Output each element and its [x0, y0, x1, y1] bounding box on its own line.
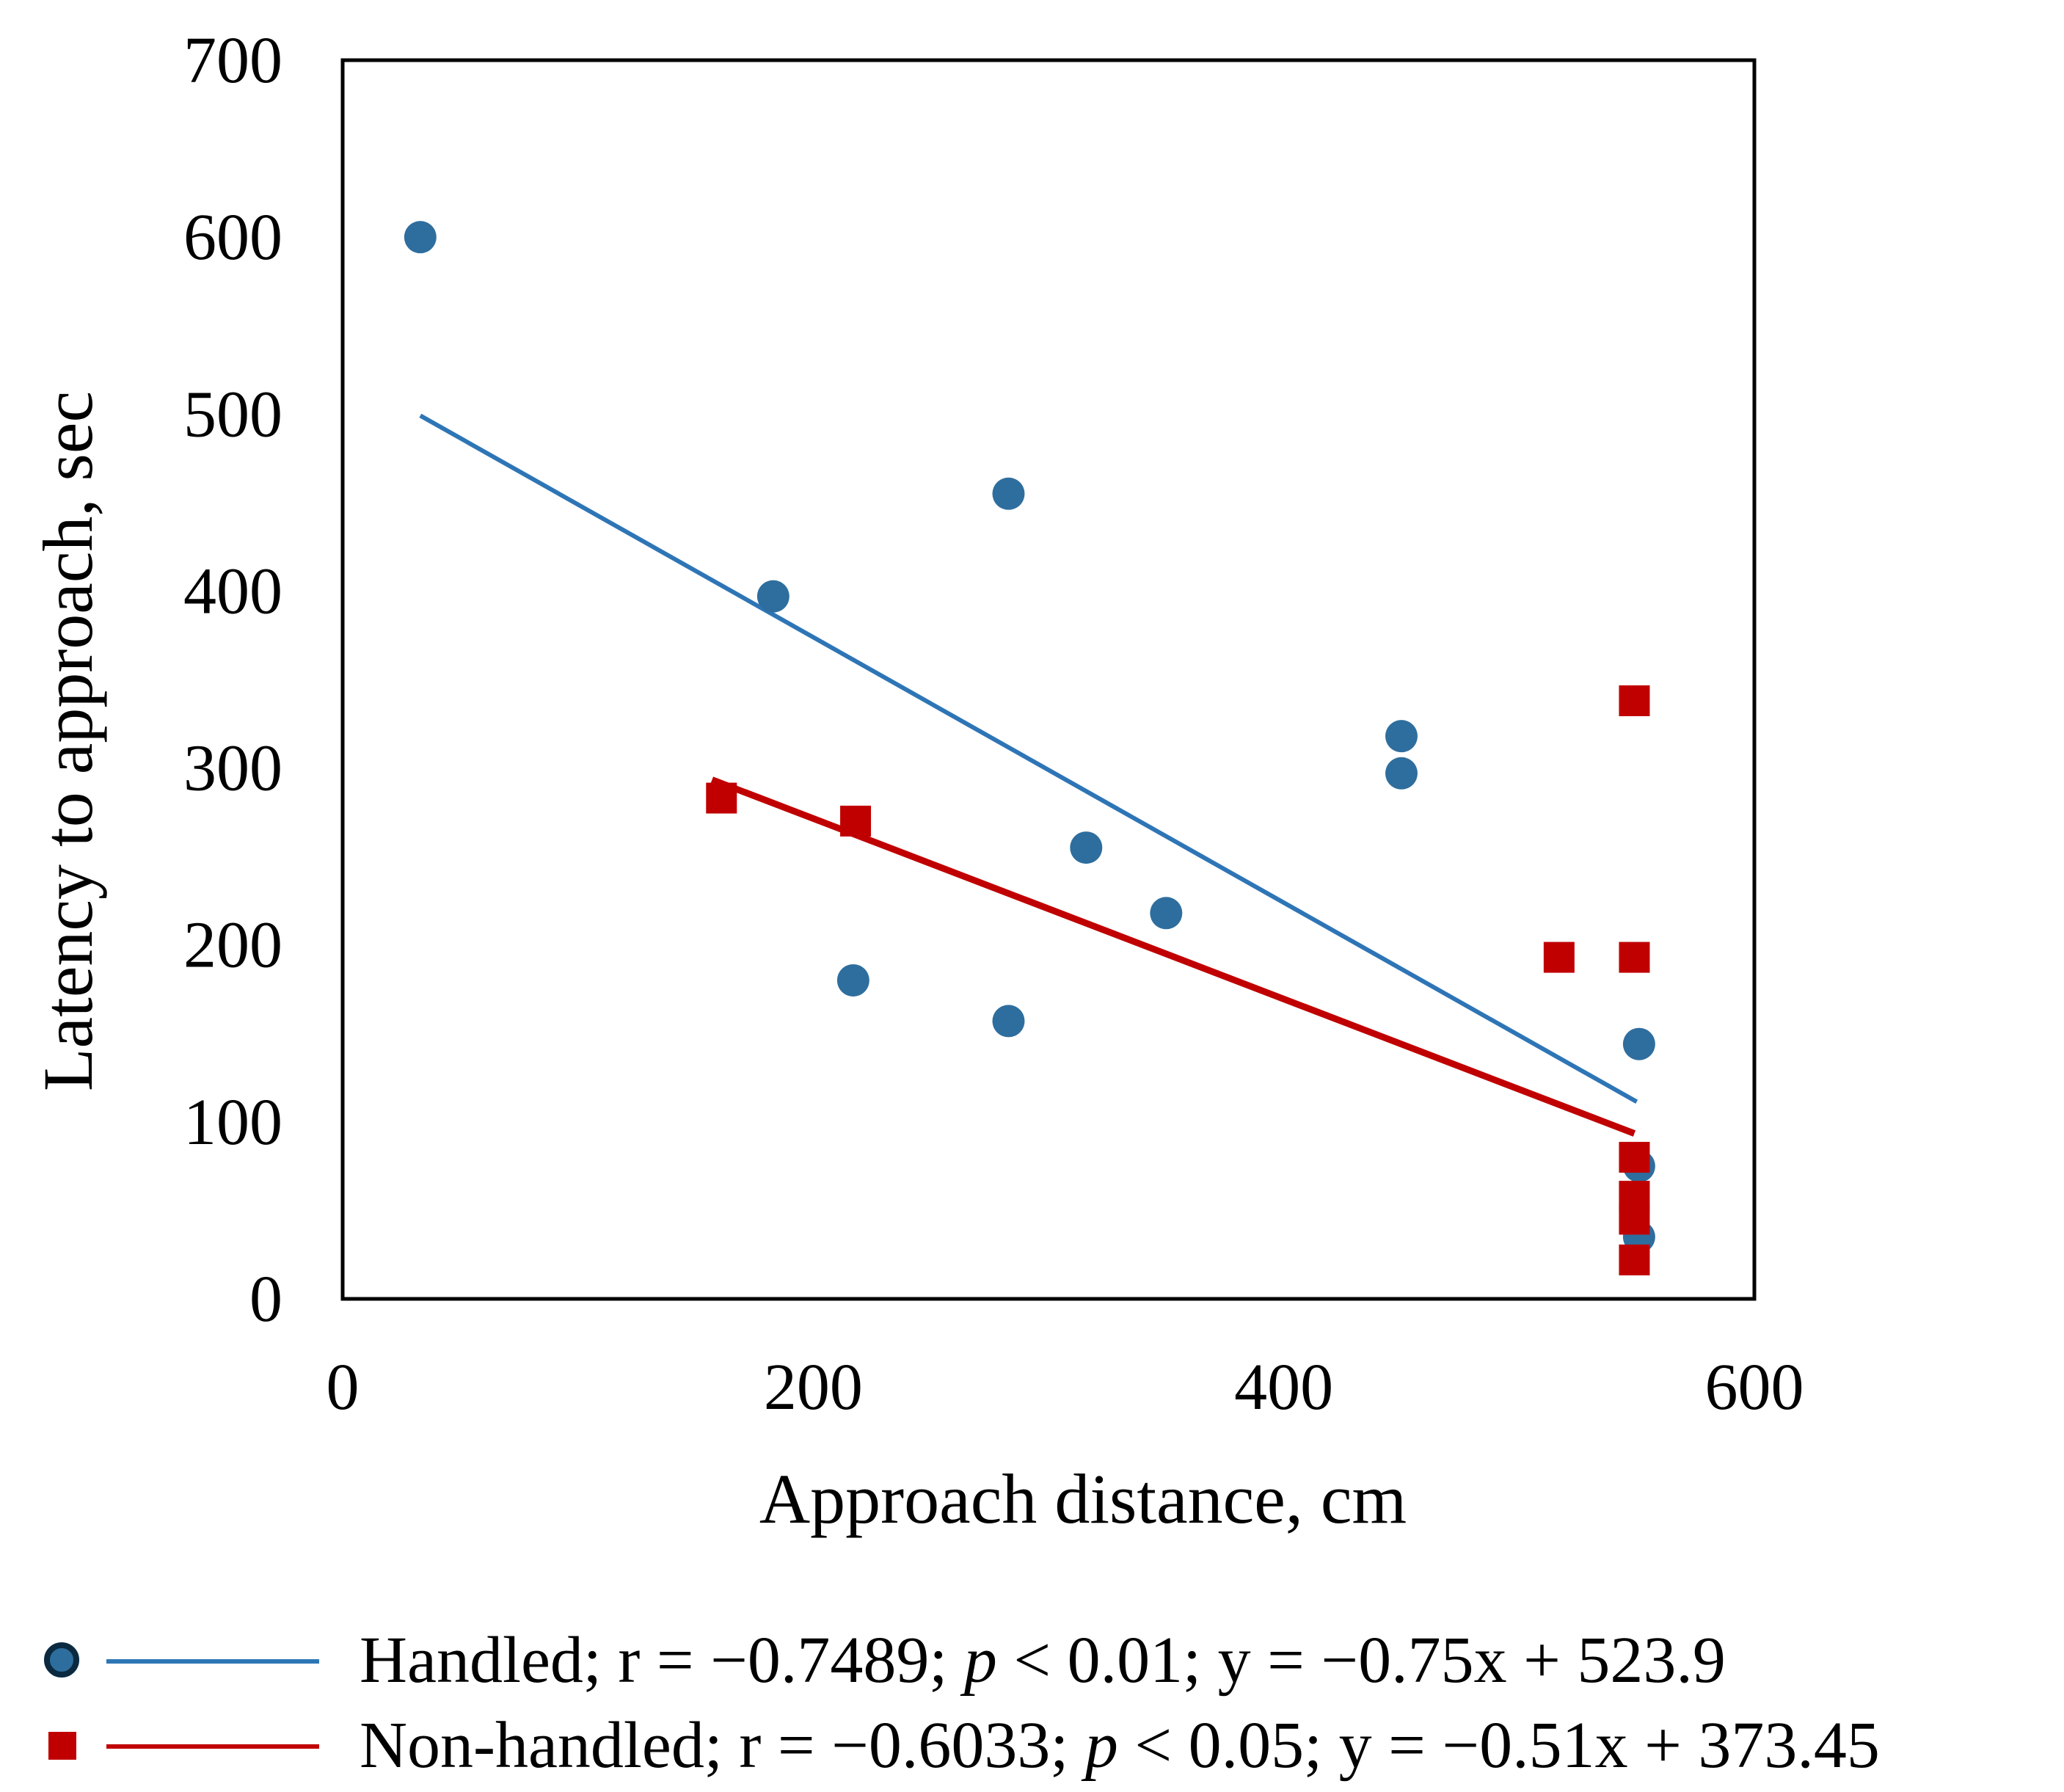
data-point-non-handled	[706, 782, 737, 814]
data-point-handled	[1385, 720, 1418, 753]
plot-border	[340, 58, 1757, 1301]
y-tick-label: 0	[249, 1263, 282, 1336]
data-point-non-handled	[1619, 941, 1650, 973]
trendline-non-handled	[710, 776, 1636, 1137]
series-non-handled	[710, 776, 1636, 1137]
x-tick-label: 200	[764, 1351, 863, 1424]
y-tick-label: 500	[183, 378, 282, 451]
markers-handled	[404, 221, 1655, 1253]
data-point-handled	[836, 964, 869, 997]
y-tick-label: 300	[183, 732, 282, 805]
y-tick-label: 600	[183, 201, 282, 274]
y-tick-label: 200	[183, 909, 282, 982]
legend: Handled; r = −0.7489; p < 0.01; y = −0.7…	[44, 1624, 1880, 1782]
series-handled	[419, 413, 1638, 1104]
data-point-non-handled	[840, 805, 872, 837]
data-point-handled	[1622, 1027, 1655, 1060]
x-tick-label: 400	[1234, 1351, 1333, 1424]
data-point-handled	[404, 221, 437, 254]
legend-item-non-handled: Non-handled; r = −0.6033; p < 0.05; y = …	[48, 1709, 1880, 1782]
y-tick-label: 400	[183, 555, 282, 627]
markers-non-handled	[706, 685, 1650, 1275]
data-point-handled	[1070, 831, 1103, 864]
y-tick-label: 700	[183, 24, 282, 97]
legend-text-non-handled: Non-handled; r = −0.6033; p < 0.05; y = …	[360, 1709, 1880, 1782]
data-point-handled	[756, 580, 790, 613]
y-axis-title: Latency to approach, sec	[29, 391, 107, 1091]
data-point-handled	[992, 477, 1025, 510]
data-point-non-handled	[1619, 1142, 1650, 1173]
legend-item-handled: Handled; r = −0.7489; p < 0.01; y = −0.7…	[44, 1624, 1726, 1697]
data-point-handled	[992, 1005, 1025, 1038]
y-tick-label: 100	[183, 1086, 282, 1159]
trendline-handled	[419, 413, 1638, 1104]
x-tick-label: 0	[327, 1351, 360, 1424]
axes: 0 200 400 600 0 100 200 300 400 500 600 700	[183, 24, 1804, 1424]
data-point-non-handled	[1619, 1244, 1650, 1275]
data-point-non-handled	[1619, 1203, 1650, 1235]
data-point-handled	[1385, 757, 1418, 790]
x-axis-title: Approach distance, cm	[759, 1460, 1407, 1538]
data-point-non-handled	[1619, 685, 1650, 716]
data-point-handled	[1150, 897, 1183, 930]
legend-marker-handled	[44, 1642, 79, 1678]
series-layer	[404, 221, 1655, 1275]
x-tick-label: 600	[1705, 1351, 1804, 1424]
data-point-non-handled	[1543, 941, 1575, 973]
legend-marker-non-handled	[48, 1732, 76, 1760]
legend-text-handled: Handled; r = −0.7489; p < 0.01; y = −0.7…	[360, 1624, 1726, 1697]
